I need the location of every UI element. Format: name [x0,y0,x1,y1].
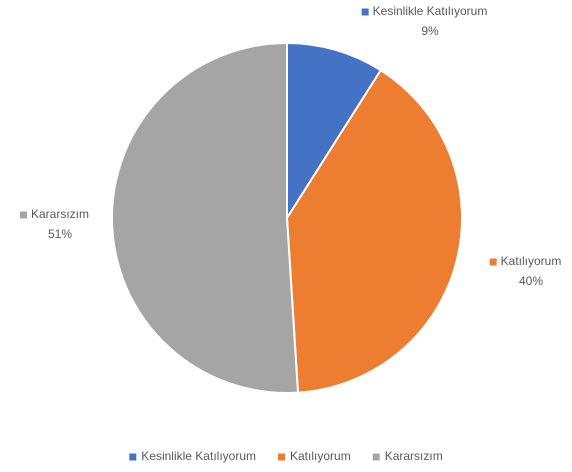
data-label-value: 9% [421,24,439,38]
legend-marker [372,453,380,461]
pie-slice [111,41,300,394]
data-label-marker [489,258,497,266]
legend-marker [278,453,286,461]
legend-label: Kesinlikle Katılıyorum [141,449,256,463]
data-label-marker [19,211,27,219]
data-label-marker [361,8,369,16]
data-label-name: Kararsızım [31,207,89,221]
legend-label: Katılıyorum [290,449,351,463]
data-label-value: 40% [519,274,543,288]
legend-label: Kararsızım [385,449,443,463]
pie-slice [286,41,383,222]
legend-marker [129,453,137,461]
data-label-value: 51% [48,227,72,241]
data-label-name: Kesinlikle Katılıyorum [373,4,488,18]
data-label-name: Katılıyorum [501,254,562,268]
pie-slice [285,68,464,394]
